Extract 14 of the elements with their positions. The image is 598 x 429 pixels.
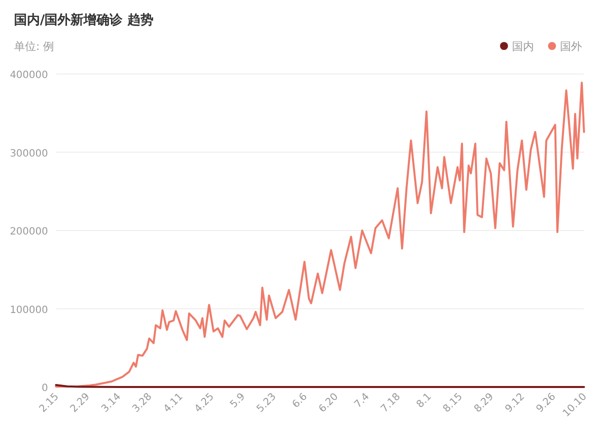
y-axis-title: 单位: 例 xyxy=(14,40,54,53)
y-tick-label: 0 xyxy=(42,383,48,394)
y-tick-label: 100000 xyxy=(10,304,48,316)
line-series xyxy=(55,82,585,388)
legend-label: 国外 xyxy=(560,40,582,53)
y-tick-label: 300000 xyxy=(10,148,48,160)
legend-label: 国内 xyxy=(512,40,534,53)
y-tick-label: 400000 xyxy=(10,70,48,81)
x-tick-label: 5.9 xyxy=(228,391,248,410)
x-tick-label: 7.4 xyxy=(352,391,372,410)
x-tick-label: 8.1 xyxy=(414,391,434,410)
chart-title: 国内/国外新增确诊 趋势 xyxy=(14,12,154,28)
y-tick-label: 200000 xyxy=(10,226,48,238)
x-tick-label: 6.6 xyxy=(290,391,310,410)
